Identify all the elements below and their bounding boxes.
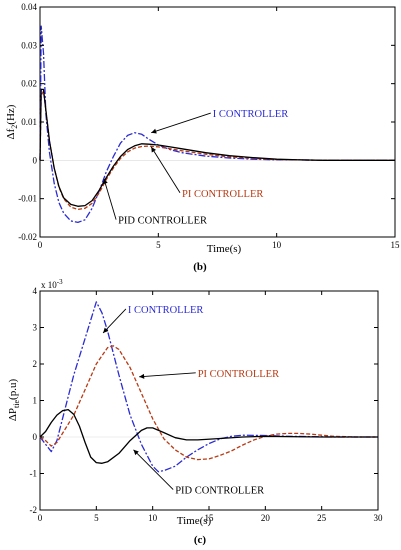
y-tick-label-b-5: 0.03 xyxy=(21,40,37,50)
series-group-c xyxy=(39,301,378,473)
annotation-arrowhead-c-2 xyxy=(133,449,139,456)
x-tick-label-c-2: 10 xyxy=(148,513,158,523)
x-tick-label-c-4: 20 xyxy=(261,513,271,523)
y-tick-label-b-1: -0.01 xyxy=(18,194,37,204)
annotation-arrow-b-0 xyxy=(151,112,211,134)
y-axis-label-c: ΔPtie(p.u) xyxy=(7,379,21,422)
y-tick-label-c-2: 0 xyxy=(33,432,38,442)
y-tick-label-b-3: 0.01 xyxy=(21,117,37,127)
y-tick-label-c-0: -2 xyxy=(30,505,38,515)
annotation-arrow-b-2 xyxy=(103,178,117,220)
annotation-label-c-2: PID CONTROLLER xyxy=(175,486,264,497)
exponent-label-c: x 10-3 xyxy=(41,278,63,290)
panel-label-b: (b) xyxy=(193,261,207,273)
annotations-c: I CONTROLLER PI CONTROLLER PID CONTROLLER xyxy=(102,305,279,497)
y-tick-label-c-1: -1 xyxy=(30,469,38,479)
x-tick-label-b-2: 10 xyxy=(272,240,282,250)
y-tick-label-b-2: 0 xyxy=(33,155,38,165)
x-tick-label-b-3: 15 xyxy=(391,240,401,250)
chart-panel-b: 0 5 10 15 -0.02 -0.01 0 0.01 0.02 0.03 0.04 I CONT… xyxy=(5,2,400,273)
x-tick-label-b-0: 0 xyxy=(38,240,43,250)
y-tick-label-c-4: 2 xyxy=(33,359,38,369)
plot-frame-b xyxy=(39,6,396,238)
x-axis-label-b: Time(s) xyxy=(207,243,242,255)
chart-panel-c: 0 5 10 15 20 25 30 -2 -1 0 1 2 3 4 I CONTROLLER PI CON… xyxy=(7,278,383,546)
annotation-arrowhead-b-1 xyxy=(151,146,157,153)
annotation-label-c-1: PI CONTROLLER xyxy=(198,369,279,380)
x-tick-label-c-6: 30 xyxy=(374,513,384,523)
annotation-label-c-0: I CONTROLLER xyxy=(128,305,204,316)
x-tick-label-c-3: 15 xyxy=(205,513,215,523)
annotation-label-b-2: PID CONTROLLER xyxy=(118,216,207,227)
series-line-b-pid-controller xyxy=(39,88,395,207)
panel-label-c: (c) xyxy=(194,534,207,546)
annotation-arrow-b-1 xyxy=(150,146,181,193)
x-tick-label-c-5: 25 xyxy=(317,513,327,523)
annotations-b: I CONTROLLER PI CONTROLLER PID CONTROLLER xyxy=(102,109,289,227)
x-tick-label-c-0: 0 xyxy=(38,513,43,523)
series-line-c-pid-controller xyxy=(39,408,378,464)
annotation-arrow-c-1 xyxy=(139,372,196,378)
series-line-c-pi-controller xyxy=(39,345,378,461)
y-tick-label-b-6: 0.04 xyxy=(21,2,37,12)
annotation-label-b-1: PI CONTROLLER xyxy=(182,189,263,200)
plot-frame-c xyxy=(39,290,379,511)
annotation-arrowhead-b-2 xyxy=(102,178,108,185)
annotation-arrowhead-c-1 xyxy=(139,373,145,379)
y-tick-label-c-6: 4 xyxy=(33,286,38,296)
ticks-b: 0 5 10 15 -0.02 -0.01 0 0.01 0.02 0.03 0.04 xyxy=(18,2,400,250)
annotation-arrow-c-2 xyxy=(133,449,174,490)
y-tick-label-c-5: 3 xyxy=(33,323,38,333)
annotation-arrowhead-b-0 xyxy=(151,128,157,134)
y-tick-label-b-0: -0.02 xyxy=(18,232,37,242)
x-tick-label-c-1: 5 xyxy=(94,513,99,523)
annotation-label-b-0: I CONTROLLER xyxy=(213,109,289,120)
y-axis-label-b: Δf2(Hz) xyxy=(5,104,19,139)
series-group-b xyxy=(39,25,395,224)
y-tick-label-c-3: 1 xyxy=(33,396,38,406)
x-tick-label-b-1: 5 xyxy=(156,240,161,250)
x-axis-label-c: Time(s) xyxy=(177,515,212,527)
annotation-arrowhead-c-0 xyxy=(103,327,109,333)
y-tick-label-b-4: 0.02 xyxy=(21,79,37,89)
series-line-c-i-controller xyxy=(39,301,378,473)
ticks-c: 0 5 10 15 20 25 30 -2 -1 0 1 2 3 4 xyxy=(30,286,384,523)
annotation-arrow-c-0 xyxy=(102,308,127,334)
